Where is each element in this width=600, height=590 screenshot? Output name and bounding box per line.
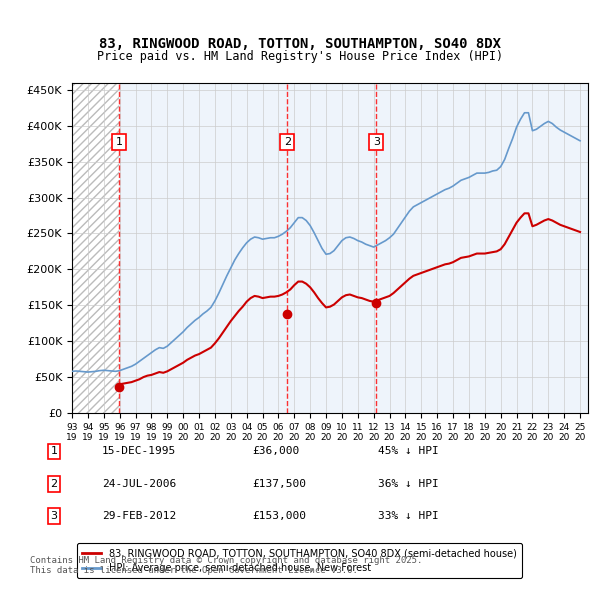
Text: 33% ↓ HPI: 33% ↓ HPI <box>378 512 439 521</box>
Text: 45% ↓ HPI: 45% ↓ HPI <box>378 447 439 456</box>
Text: £137,500: £137,500 <box>252 479 306 489</box>
Text: 15-DEC-1995: 15-DEC-1995 <box>102 447 176 456</box>
Text: 1: 1 <box>115 137 122 147</box>
Text: 1: 1 <box>50 447 58 456</box>
Legend: 83, RINGWOOD ROAD, TOTTON, SOUTHAMPTON, SO40 8DX (semi-detached house), HPI: Ave: 83, RINGWOOD ROAD, TOTTON, SOUTHAMPTON, … <box>77 543 521 578</box>
Text: Price paid vs. HM Land Registry's House Price Index (HPI): Price paid vs. HM Land Registry's House … <box>97 50 503 63</box>
Text: 3: 3 <box>373 137 380 147</box>
Text: 83, RINGWOOD ROAD, TOTTON, SOUTHAMPTON, SO40 8DX: 83, RINGWOOD ROAD, TOTTON, SOUTHAMPTON, … <box>99 37 501 51</box>
Text: £153,000: £153,000 <box>252 512 306 521</box>
Text: Contains HM Land Registry data © Crown copyright and database right 2025.
This d: Contains HM Land Registry data © Crown c… <box>30 556 422 575</box>
Text: 2: 2 <box>50 479 58 489</box>
Text: £36,000: £36,000 <box>252 447 299 456</box>
Text: 2: 2 <box>284 137 291 147</box>
Text: 29-FEB-2012: 29-FEB-2012 <box>102 512 176 521</box>
Text: 24-JUL-2006: 24-JUL-2006 <box>102 479 176 489</box>
Text: 3: 3 <box>50 512 58 521</box>
Text: 36% ↓ HPI: 36% ↓ HPI <box>378 479 439 489</box>
